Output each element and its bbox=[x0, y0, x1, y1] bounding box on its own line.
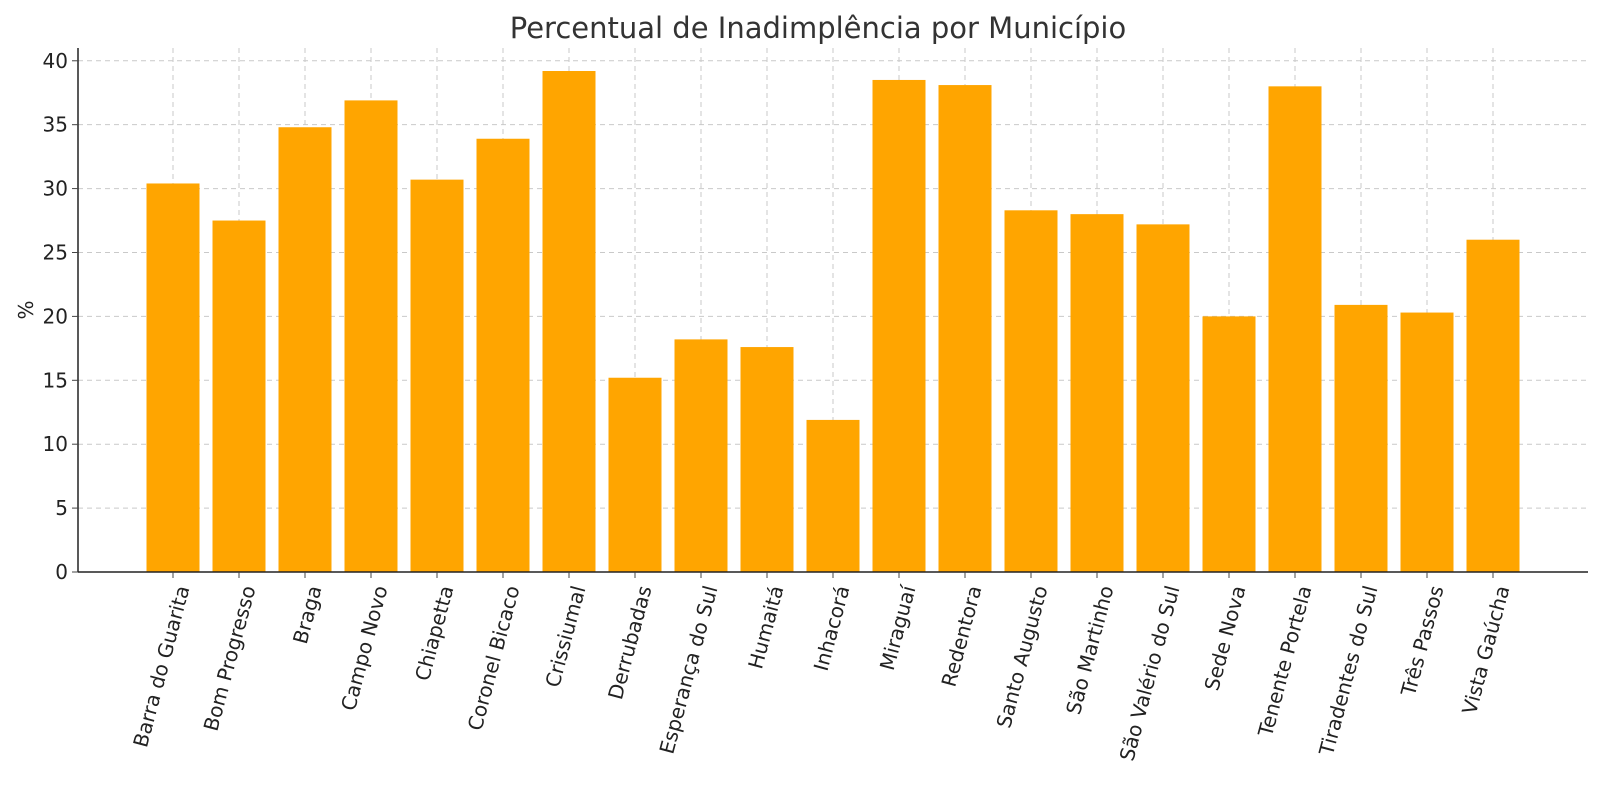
bar bbox=[476, 138, 530, 573]
x-tick-label: São Martinho bbox=[1061, 583, 1118, 717]
bars bbox=[146, 71, 1520, 573]
y-tick-label: 30 bbox=[43, 177, 68, 201]
x-tick-label: Redentora bbox=[937, 583, 987, 689]
bar bbox=[1136, 224, 1190, 572]
y-ticks: 0 5 10 15 20 25 30 35 40 bbox=[43, 49, 78, 584]
bar bbox=[740, 347, 794, 572]
y-tick-label: 35 bbox=[43, 113, 68, 137]
bar bbox=[278, 127, 332, 573]
y-axis-label: % bbox=[14, 300, 38, 319]
y-tick-label: 10 bbox=[43, 432, 68, 456]
bar bbox=[146, 183, 200, 572]
x-tick-label: Santo Augusto bbox=[991, 583, 1052, 731]
bar bbox=[938, 85, 992, 572]
bar bbox=[872, 79, 926, 572]
x-tick-label: Humaitá bbox=[743, 583, 788, 671]
bar bbox=[1400, 312, 1454, 572]
bar bbox=[542, 71, 596, 572]
bar bbox=[1070, 214, 1124, 572]
bar bbox=[806, 419, 860, 572]
bar bbox=[212, 220, 266, 572]
y-tick-label: 15 bbox=[43, 368, 68, 392]
chart-title: Percentual de Inadimplência por Municípi… bbox=[510, 11, 1126, 45]
bar bbox=[674, 339, 728, 572]
x-tick-label: Vista Gaúcha bbox=[1457, 583, 1514, 717]
bar bbox=[1202, 316, 1256, 572]
x-tick-label: Miraguaí bbox=[875, 582, 921, 673]
x-tick-label: Sede Nova bbox=[1199, 583, 1250, 693]
x-tick-label: São Valério do Sul bbox=[1115, 583, 1185, 763]
x-tick-label: Três Passos bbox=[1396, 583, 1449, 699]
bar bbox=[1334, 304, 1388, 572]
y-tick-label: 20 bbox=[43, 304, 68, 328]
bar bbox=[1004, 210, 1058, 572]
bar bbox=[1268, 86, 1322, 572]
x-tick-label: Bom Progresso bbox=[199, 583, 261, 734]
x-tick-label: Inhacorá bbox=[809, 583, 855, 673]
x-tick-label: Tenente Portela bbox=[1253, 583, 1317, 740]
x-tick-label: Coronel Bicaco bbox=[463, 583, 525, 733]
x-tick-label: Braga bbox=[288, 583, 326, 646]
x-tick-label: Derrubadas bbox=[603, 583, 656, 702]
x-tick-label: Esperança do Sul bbox=[655, 583, 723, 756]
bar bbox=[1466, 239, 1520, 572]
bar bbox=[410, 179, 464, 572]
x-tick-label: Chiapetta bbox=[410, 583, 458, 683]
x-ticks: Barra do Guarita Bom Progresso Braga Campo … bbox=[128, 572, 1515, 763]
x-tick-label: Barra do Guarita bbox=[128, 583, 194, 750]
bar bbox=[344, 100, 398, 573]
y-tick-label: 25 bbox=[43, 240, 68, 264]
y-tick-label: 40 bbox=[43, 49, 68, 73]
x-tick-label: Tiradentes do Sul bbox=[1314, 583, 1383, 759]
y-tick-label: 0 bbox=[55, 560, 68, 584]
x-tick-label: Campo Novo bbox=[336, 583, 392, 713]
y-tick-label: 5 bbox=[55, 496, 68, 520]
x-tick-label: Crissiumal bbox=[540, 583, 590, 690]
bar bbox=[608, 377, 662, 572]
